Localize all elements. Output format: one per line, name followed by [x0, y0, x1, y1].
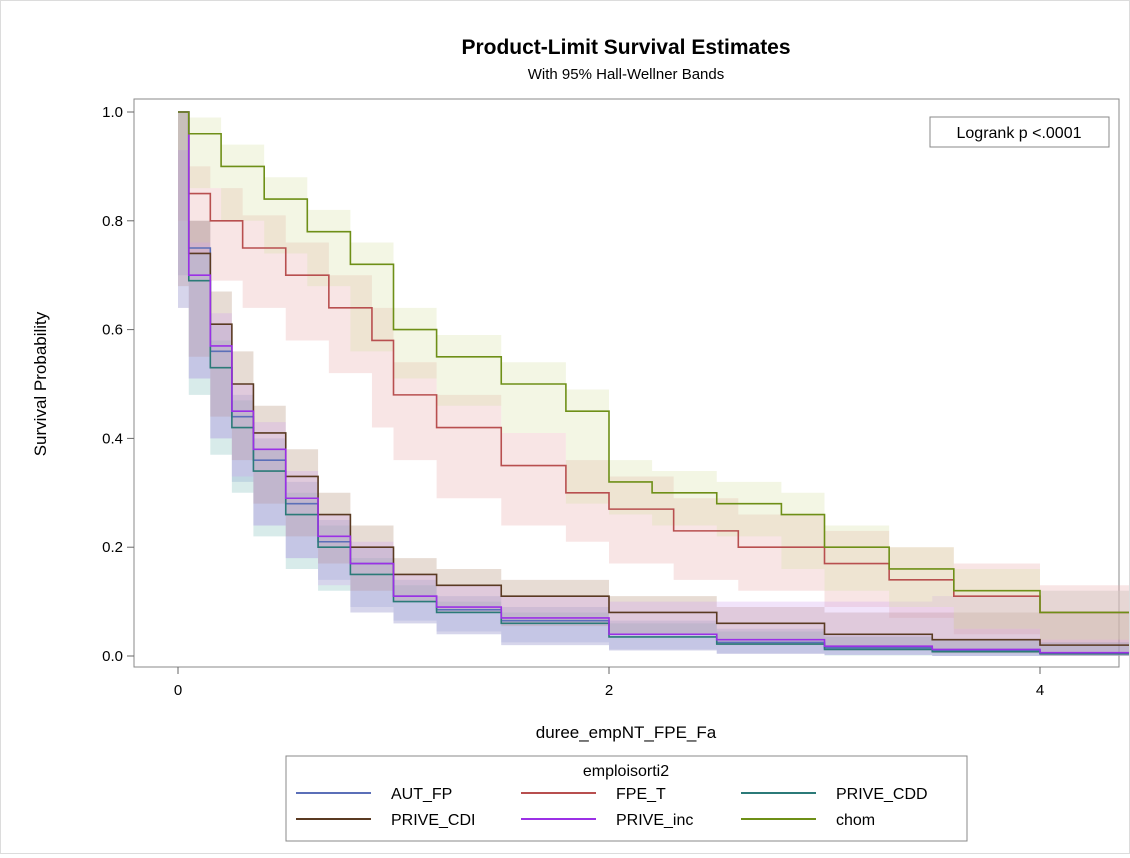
legend-label-aut-fp: AUT_FP [391, 786, 452, 803]
y-tick-label: 0.0 [102, 648, 123, 665]
legend-label-fpe-t: FPE_T [616, 786, 666, 803]
chart-title: Product-Limit Survival Estimates [461, 36, 790, 59]
plot-area: 0.00.20.40.60.81.002468 [102, 98, 1130, 699]
y-tick-label: 0.6 [102, 322, 123, 339]
legend-label-prive-cdd: PRIVE_CDD [836, 786, 928, 803]
x-tick-label: 4 [1036, 682, 1044, 699]
band-fpe-t [178, 112, 1130, 646]
plot-border [133, 98, 1120, 668]
logrank-inset: Logrank p <.0001 [929, 116, 1110, 148]
band-prive-inc [178, 112, 1130, 656]
confidence-bands [178, 112, 1130, 656]
legend-label-chom: chom [836, 812, 875, 829]
y-tick-label: 0.4 [102, 430, 123, 447]
y-tick-label: 0.2 [102, 539, 123, 556]
legend-label-prive-inc: PRIVE_inc [616, 812, 693, 829]
y-tick-label: 1.0 [102, 104, 123, 121]
x-tick-label: 2 [605, 682, 613, 699]
x-axis-label: duree_empNT_FPE_Fa [536, 723, 717, 742]
curve-chom [178, 111, 1130, 614]
curve-fpe-t [178, 111, 1130, 614]
curve-prive-cdd [178, 111, 1130, 655]
curve-prive-inc [178, 111, 1130, 654]
x-tick-label: 0 [174, 682, 182, 699]
logrank-text: Logrank p <.0001 [957, 125, 1082, 142]
curve-prive-cdi [178, 111, 1130, 646]
legend-title: emploisorti2 [583, 763, 669, 780]
y-tick-label: 0.8 [102, 213, 123, 230]
legend-label-prive-cdi: PRIVE_CDI [391, 812, 475, 829]
y-axis-label: Survival Probability [31, 311, 50, 456]
chart-subtitle: With 95% Hall-Wellner Bands [528, 66, 724, 83]
survival-curves [178, 111, 1130, 655]
legend: emploisorti2 AUT_FP FPE_T PRIVE_CDD PRIVE_C… [285, 755, 968, 842]
band-chom [178, 112, 1130, 640]
